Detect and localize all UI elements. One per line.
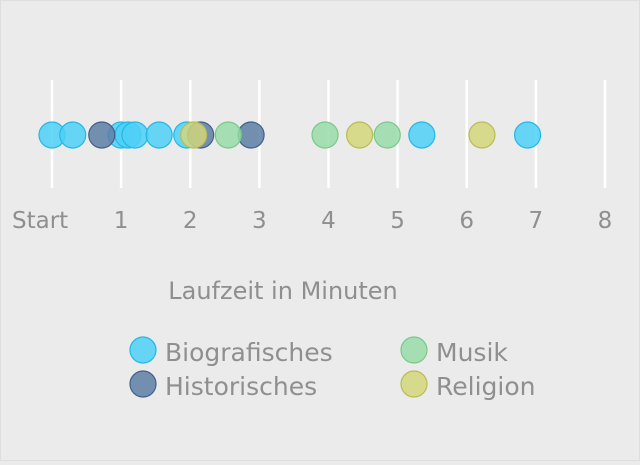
x-tick-label: 8 xyxy=(598,208,613,234)
data-point-musik xyxy=(311,121,339,149)
x-tick-label: 7 xyxy=(529,208,544,234)
legend-label: Historisches xyxy=(165,372,317,401)
x-tick-label: 5 xyxy=(390,208,405,234)
data-point-historisches xyxy=(237,121,265,149)
legend: Biografisches Historisches Musik Religion xyxy=(129,336,535,401)
legend-label: Religion xyxy=(436,372,535,401)
data-points xyxy=(38,121,542,149)
x-tick-label: 4 xyxy=(321,208,336,234)
data-point-musik xyxy=(214,121,242,149)
legend-label: Musik xyxy=(436,338,508,367)
data-point-biografisches xyxy=(408,121,436,149)
data-point-musik xyxy=(373,121,401,149)
data-point-biografisches xyxy=(121,121,149,149)
legend-item: Historisches xyxy=(129,370,317,401)
legend-label: Biografisches xyxy=(165,338,333,367)
legend-item: Musik xyxy=(400,336,508,367)
x-tick-label: 2 xyxy=(183,208,198,234)
legend-swatch xyxy=(129,370,157,398)
data-point-biografisches xyxy=(145,121,173,149)
x-tick-label: 6 xyxy=(459,208,474,234)
legend-swatch xyxy=(129,336,157,364)
legend-item: Religion xyxy=(400,370,535,401)
x-axis-label: Laufzeit in Minuten xyxy=(168,277,398,305)
legend-swatch xyxy=(400,370,428,398)
data-point-biografisches xyxy=(59,121,87,149)
data-point-religion xyxy=(468,121,496,149)
x-tick-label: 3 xyxy=(252,208,267,234)
x-tick-label: 1 xyxy=(114,208,129,234)
data-point-historisches xyxy=(88,121,116,149)
data-point-biografisches xyxy=(513,121,542,149)
data-point-religion xyxy=(180,121,208,149)
legend-swatch xyxy=(400,336,428,364)
x-tick-label: Start xyxy=(12,208,68,234)
legend-item: Biografisches xyxy=(129,336,333,367)
data-point-religion xyxy=(346,121,374,149)
x-axis-tick-labels: Start 1 2 3 4 5 6 7 8 xyxy=(12,208,612,234)
